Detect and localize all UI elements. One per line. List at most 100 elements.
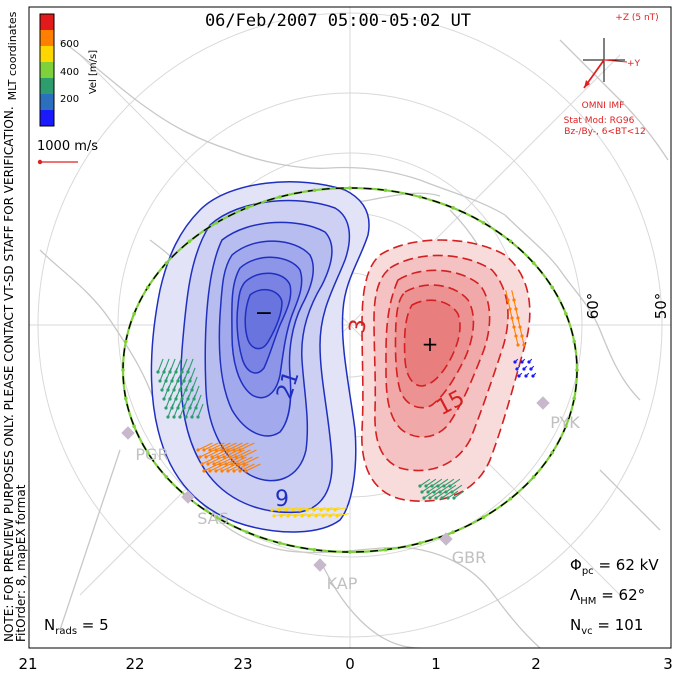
velocity-vector	[443, 478, 455, 487]
station-marker-pyk	[536, 396, 550, 410]
positive-potential-cell	[361, 239, 531, 502]
boundary-vector-dot	[245, 206, 249, 210]
boundary-vector-dot	[508, 239, 513, 244]
boundary-vector-dot	[278, 541, 282, 545]
coastline	[39, 39, 669, 648]
boundary-vector-dot	[214, 220, 219, 225]
boundary-vector-dot	[348, 186, 352, 190]
velocity-vector	[516, 365, 521, 370]
velocity-vector	[239, 463, 255, 472]
velocity-vector	[201, 456, 217, 465]
velocity-vector	[285, 507, 298, 511]
velocity-vector	[449, 478, 461, 487]
station-marker-kap	[313, 558, 327, 572]
velocity-vector	[239, 442, 255, 451]
velocity-vector	[159, 367, 166, 382]
velocity-vector	[209, 463, 225, 472]
boundary-vector-dot	[145, 450, 150, 455]
velocity-vector	[294, 513, 307, 517]
velocity-vector	[306, 507, 319, 511]
mlt-tick-0: 0	[345, 655, 355, 673]
velocity-vectors	[121, 186, 579, 554]
velocity-vector	[245, 463, 261, 472]
velocity-vector	[532, 372, 537, 377]
velocity-vector	[334, 507, 347, 511]
boundary-vector-dot	[575, 368, 579, 372]
velocity-vector	[163, 385, 170, 400]
velocity-vector	[219, 456, 235, 465]
velocity-vector	[528, 358, 533, 363]
latitude-grid	[29, 7, 671, 648]
boundary-vector-dot	[572, 396, 577, 401]
colorbar-tick-200: 200	[60, 94, 79, 105]
velocity-colorbar: 600 400 200 Vel [m/s]	[39, 13, 99, 127]
velocity-vector	[517, 317, 521, 328]
velocity-vector	[223, 449, 239, 458]
cross-polar-potential: Φpc = 62 kV	[570, 556, 659, 577]
boundary-vector-dot	[348, 550, 352, 554]
colorbar-label: Vel [m/s]	[88, 50, 99, 94]
mlt-tick-3: 3	[663, 655, 673, 673]
boundary-vector-dot	[312, 547, 317, 552]
velocity-vector	[530, 365, 535, 370]
velocity-vector	[327, 507, 340, 511]
velocity-vector	[511, 317, 515, 328]
velocity-vector	[207, 456, 223, 465]
radar-count: Nrads = 5	[44, 616, 109, 637]
velocity-vector	[435, 490, 447, 499]
velocity-vector	[211, 449, 227, 458]
velocity-vector	[429, 490, 441, 499]
boundary-vector-dot	[572, 339, 577, 344]
velocity-vector	[273, 513, 286, 517]
velocity-vector	[237, 456, 253, 465]
station-marker-pgr	[121, 426, 135, 440]
velocity-vector	[235, 449, 251, 458]
velocity-vector	[161, 376, 168, 391]
velocity-vector	[280, 513, 293, 517]
velocity-vector	[427, 484, 439, 493]
velocity-vector	[521, 335, 525, 346]
mlt-tick-22: 22	[125, 655, 144, 673]
velocity-vector	[514, 358, 519, 363]
velocity-vector	[518, 372, 523, 377]
velocity-vector	[205, 449, 221, 458]
boundary-vector-dot	[383, 188, 388, 193]
velocity-vector	[445, 484, 457, 493]
station-label-pgr: PGR	[135, 445, 168, 464]
colorbar-swatch	[40, 30, 54, 47]
velocity-vector	[165, 394, 172, 409]
contour-label-3: 3	[345, 317, 372, 334]
boundary-vector-dot	[278, 195, 282, 199]
map-title: 06/Feb/2007 05:00-05:02 UT	[205, 11, 471, 31]
velocity-vector	[313, 507, 326, 511]
velocity-vector	[231, 456, 247, 465]
station-label-sas: SAS	[197, 509, 229, 528]
boundary-vector-dot	[531, 261, 536, 265]
velocity-vector	[322, 513, 335, 517]
velocity-vector	[439, 484, 451, 493]
colorbar-swatch	[40, 78, 54, 95]
boundary-vector-dot	[383, 547, 388, 552]
velocity-vector	[336, 513, 349, 517]
boundary-vector-dot	[121, 368, 125, 372]
velocity-vector	[278, 507, 291, 511]
boundary-vector-dot	[187, 239, 192, 244]
velocity-vector	[197, 442, 213, 451]
station-marker-gbr	[439, 532, 453, 546]
velocity-vector	[199, 449, 215, 458]
velocity-vector	[191, 403, 198, 418]
velocity-vector	[299, 507, 312, 511]
imf-omni-label: OMNI IMF	[582, 101, 625, 111]
mlt-tick-23: 23	[233, 655, 252, 673]
boundary-vector-dot	[451, 206, 455, 210]
contour-label-9: 9	[275, 487, 289, 512]
imf-z-label: +Z (5 nT)	[615, 13, 658, 23]
mlt-tick-1: 1	[431, 655, 441, 673]
velocity-vector	[513, 299, 517, 310]
velocity-vector	[425, 478, 437, 487]
lat-label-50: 50°	[652, 293, 670, 320]
boundary-vector-dot	[451, 530, 455, 534]
velocity-vector	[213, 456, 229, 465]
velocity-vector	[505, 290, 509, 301]
preview-note: NOTE: FOR PREVIEW PURPOSES ONLY. PLEASE …	[2, 106, 16, 642]
